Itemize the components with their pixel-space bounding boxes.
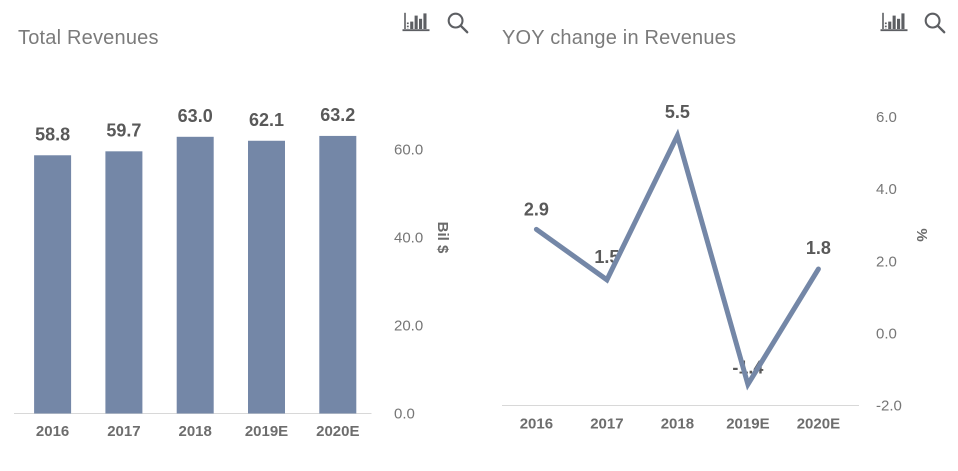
yoy-change-line[interactable] xyxy=(533,128,821,391)
x-axis-category-label: 2020E xyxy=(797,416,840,433)
y-axis-tick-label: 6.0 xyxy=(876,109,897,126)
y-axis-tick-label: 40.0 xyxy=(394,230,423,247)
y-axis-tick-label: 20.0 xyxy=(394,318,423,335)
yoy-change-chart-toolbar xyxy=(880,12,946,34)
x-axis-category-label: 2018 xyxy=(661,416,694,433)
total-revenues-bar-plot: 0.0 20.0 40.0 60.0 Bil $ 58.8 2016 59.7 2017 63.0… xyxy=(14,105,451,440)
revenue-bar[interactable] xyxy=(105,151,143,414)
bar-value-label: 59.7 xyxy=(106,120,141,140)
point-value-label: 1.8 xyxy=(806,238,831,258)
revenue-bar[interactable] xyxy=(319,135,357,414)
yoy-change-chart-title: YOY change in Revenues xyxy=(502,27,737,49)
y-axis-title: % xyxy=(913,228,930,241)
search-icon[interactable] xyxy=(924,12,946,34)
revenue-bar[interactable] xyxy=(248,140,285,414)
point-value-label: 2.9 xyxy=(524,199,549,219)
revenue-bar[interactable] xyxy=(34,155,72,414)
bar-value-label: 58.8 xyxy=(35,124,70,144)
bar-value-label: 63.0 xyxy=(178,106,213,126)
x-axis-category-label: 2016 xyxy=(36,423,69,440)
x-axis-category-label: 2017 xyxy=(590,416,623,433)
y-axis-tick-label: 4.0 xyxy=(876,181,897,198)
y-axis-tick-label: -2.0 xyxy=(876,398,902,415)
y-axis-title: Bil $ xyxy=(434,222,451,254)
x-axis-category-label: 2017 xyxy=(107,423,140,440)
x-axis-category-label: 2019E xyxy=(726,416,769,433)
y-axis-tick-label: 2.0 xyxy=(876,253,897,270)
x-axis-category-label: 2016 xyxy=(520,416,553,433)
revenue-bar[interactable] xyxy=(176,136,214,414)
column-chart-icon[interactable] xyxy=(402,12,430,32)
total-revenues-chart-toolbar xyxy=(402,12,469,34)
point-value-label: 5.5 xyxy=(665,102,690,122)
x-axis-category-label: 2018 xyxy=(179,423,212,440)
y-axis-tick-label: 60.0 xyxy=(394,142,423,159)
y-axis-tick-label: 0.0 xyxy=(876,325,897,342)
total-revenues-chart-title: Total Revenues xyxy=(18,27,159,49)
yoy-change-line-plot: -2.00.02.04.06.0%2.920161.520175.52018-1… xyxy=(502,102,930,433)
y-axis-tick-label: 0.0 xyxy=(394,406,415,423)
x-axis-category-label: 2020E xyxy=(316,423,359,440)
bar-value-label: 63.2 xyxy=(320,105,355,125)
column-chart-icon[interactable] xyxy=(880,12,908,32)
bar-value-label: 62.1 xyxy=(249,110,284,130)
search-icon[interactable] xyxy=(447,12,469,34)
x-axis-category-label: 2019E xyxy=(245,423,288,440)
